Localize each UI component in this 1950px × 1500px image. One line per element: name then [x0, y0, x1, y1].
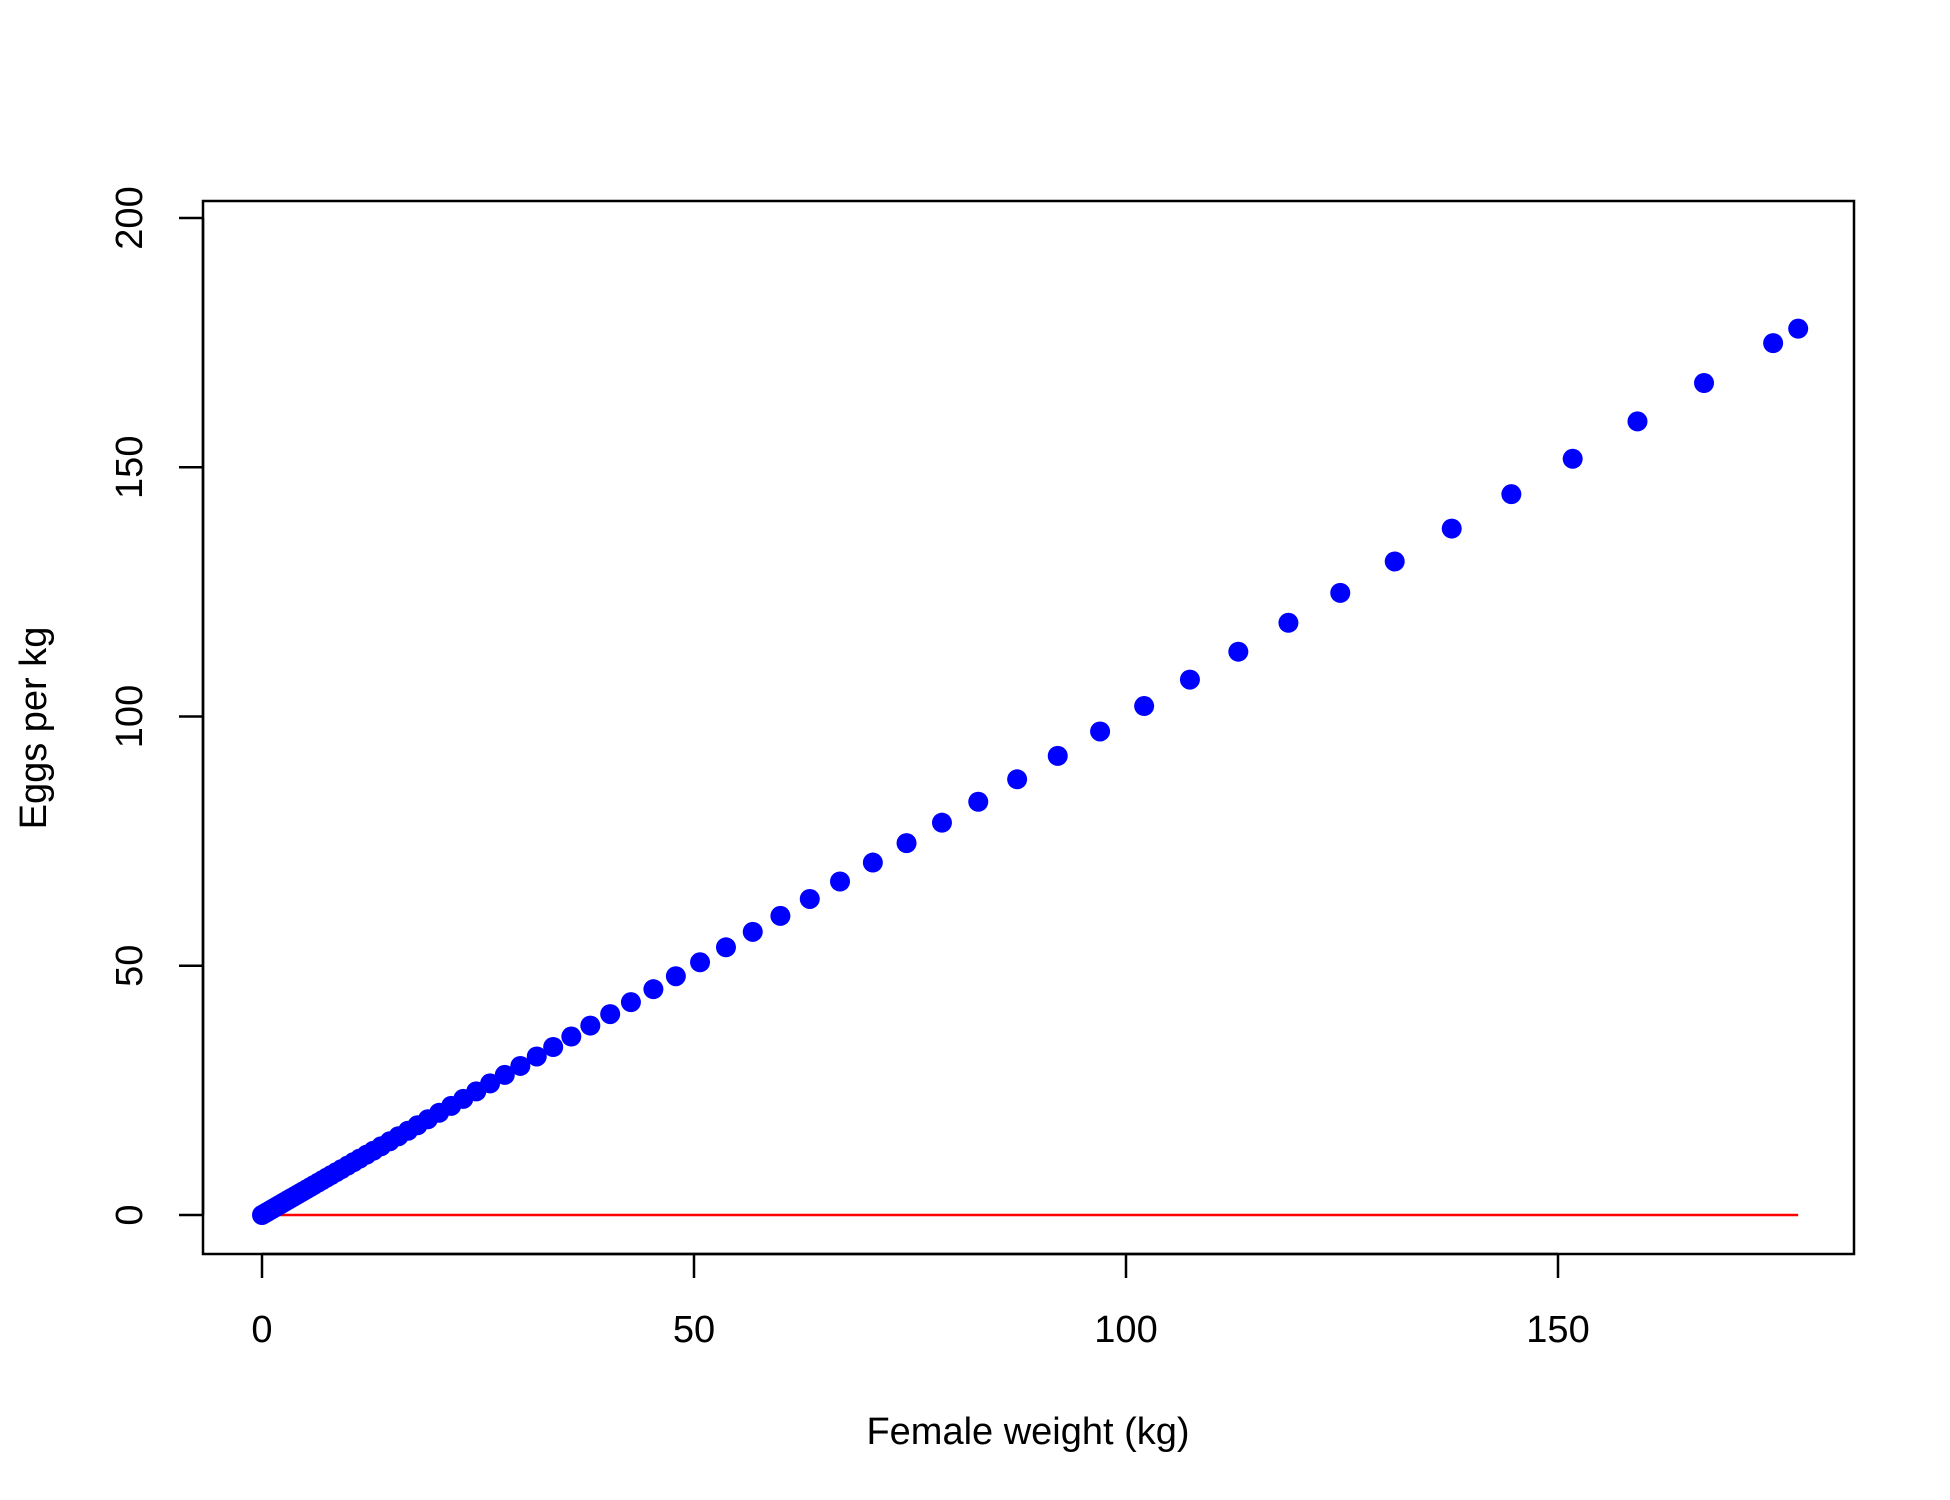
x-axis: 0 50 100 150	[251, 1252, 1590, 1351]
data-point	[1090, 721, 1111, 742]
data-point	[931, 812, 952, 833]
data-point	[770, 905, 791, 926]
data-point	[480, 1073, 501, 1094]
data-point	[580, 1015, 601, 1036]
data-point	[1763, 333, 1784, 354]
y-axis-title: Eggs per kg	[13, 627, 55, 830]
data-point	[526, 1046, 547, 1067]
data-point	[1007, 769, 1028, 790]
data-point	[1562, 448, 1583, 469]
x-tick-label: 100	[1094, 1309, 1157, 1351]
data-point	[1441, 518, 1462, 539]
data-point	[665, 966, 686, 987]
data-point	[862, 852, 883, 873]
y-tick-label: 100	[109, 685, 151, 748]
data-point	[1627, 411, 1648, 432]
x-tick-label: 50	[673, 1309, 715, 1351]
x-tick-label: 150	[1526, 1309, 1589, 1351]
data-point	[1330, 582, 1351, 603]
data-point	[830, 871, 851, 892]
y-tick-label: 200	[109, 186, 151, 249]
data-point	[799, 888, 820, 909]
y-axis: 0 50 100 150 200	[109, 186, 205, 1226]
data-point	[1501, 484, 1522, 505]
clipped-caption: Expected proportional to egg size biomas…	[670, 1248, 1386, 1290]
data-point	[510, 1055, 531, 1076]
x-tick-label: 0	[251, 1309, 272, 1351]
data-point	[968, 791, 989, 812]
data-point	[690, 952, 711, 973]
data-point	[1134, 696, 1155, 717]
data-point	[494, 1064, 515, 1085]
data-point	[1694, 373, 1715, 394]
data-layer	[252, 318, 1809, 1225]
y-tick-label: 0	[109, 1204, 151, 1225]
data-point	[1788, 318, 1809, 339]
data-point	[896, 833, 917, 854]
data-point	[742, 921, 763, 942]
data-point	[620, 992, 641, 1013]
data-point	[561, 1026, 582, 1047]
y-tick-label: 50	[109, 945, 151, 987]
data-point	[1047, 745, 1068, 766]
data-point	[543, 1037, 564, 1058]
data-point	[1384, 551, 1405, 572]
data-point	[1228, 641, 1249, 662]
data-point	[1278, 612, 1299, 633]
y-tick-label: 150	[109, 436, 151, 499]
data-point	[600, 1004, 621, 1025]
x-axis-title: Female weight (kg)	[866, 1411, 1189, 1453]
data-point	[715, 937, 736, 958]
data-point	[1179, 669, 1200, 690]
data-point	[643, 979, 664, 1000]
